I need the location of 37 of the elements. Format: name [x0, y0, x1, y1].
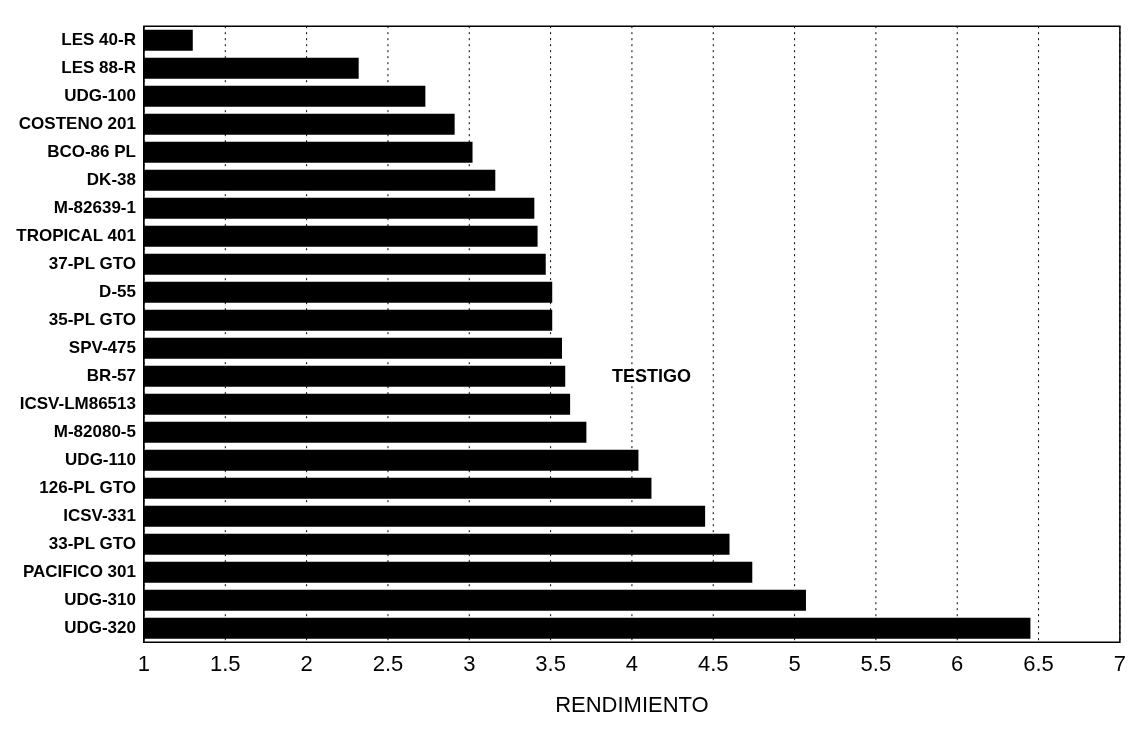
annotation: TESTIGO [611, 366, 691, 387]
x-tick-label: 4 [625, 651, 639, 677]
x-axis-title: RENDIMIENTO [555, 691, 709, 717]
x-tick-label: 2.5 [372, 651, 404, 677]
x-tick-label: 2 [300, 651, 313, 677]
y-tick-label: 37-PL GTO [48, 253, 136, 273]
x-tick-label: 1.5 [210, 651, 241, 677]
y-tick-label: BR-57 [86, 365, 136, 385]
x-tick-label: 4.5 [697, 651, 729, 677]
x-tick-label: 5 [788, 651, 801, 677]
y-tick-label: PACIFICO 301 [22, 561, 136, 581]
y-tick-label: LES 88-R [61, 57, 136, 77]
y-tick-label: 35-PL GTO [48, 309, 136, 329]
y-tick-label: M-82080-5 [53, 421, 136, 441]
y-tick-label: LES 40-R [61, 29, 136, 49]
y-tick-label: 33-PL GTO [48, 533, 136, 553]
y-tick-label: ICSV-331 [63, 505, 136, 525]
y-tick-label: DK-38 [86, 169, 136, 189]
x-tick-label: 1 [137, 651, 151, 677]
y-tick-label: 126-PL GTO [39, 477, 136, 497]
x-tick-label: 6 [951, 651, 964, 677]
x-tick-label: 7 [1113, 651, 1127, 677]
x-tick-label: 5.5 [860, 651, 892, 677]
y-tick-label: D-55 [99, 281, 136, 301]
x-tick-label: 3.5 [535, 651, 566, 677]
y-tick-label: TROPICAL 401 [16, 225, 136, 245]
y-tick-label: UDG-310 [64, 589, 136, 609]
x-tick-label: 6.5 [1023, 651, 1054, 677]
y-tick-label: UDG-110 [65, 449, 136, 469]
y-tick-label: SPV-475 [68, 337, 136, 357]
y-tick-label: UDG-320 [64, 617, 136, 637]
y-tick-label: COSTENO 201 [18, 113, 136, 133]
y-tick-label: UDG-100 [64, 85, 136, 105]
y-tick-label: M-82639-1 [53, 197, 136, 217]
y-tick-label: ICSV-LM86513 [19, 393, 136, 413]
y-tick-label: BCO-86 PL [47, 141, 136, 161]
x-tick-label: 3 [463, 651, 476, 677]
